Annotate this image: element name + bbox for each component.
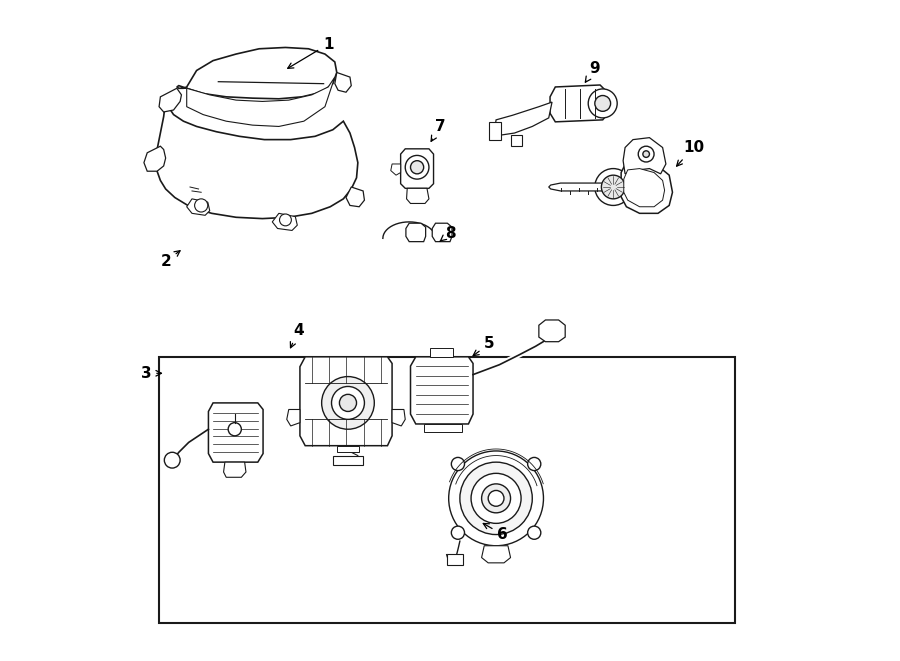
Circle shape [527,457,541,471]
Bar [159,357,735,623]
Circle shape [638,146,654,162]
Polygon shape [432,223,452,242]
Circle shape [601,175,626,199]
Circle shape [595,96,610,111]
Circle shape [451,457,464,471]
Text: 8: 8 [440,225,455,241]
Circle shape [405,155,429,179]
Polygon shape [424,424,462,432]
Circle shape [280,214,292,226]
Polygon shape [186,199,210,215]
Polygon shape [273,214,297,231]
Polygon shape [623,137,666,174]
Circle shape [451,526,464,539]
Polygon shape [400,149,434,188]
Circle shape [595,169,632,206]
Polygon shape [335,73,351,93]
Polygon shape [155,100,358,219]
Text: 2: 2 [160,251,180,269]
Polygon shape [300,357,392,446]
Text: 4: 4 [291,323,304,348]
Polygon shape [346,187,365,207]
Text: 3: 3 [140,366,161,381]
Polygon shape [550,85,609,122]
Polygon shape [391,164,401,175]
Polygon shape [144,146,166,171]
Polygon shape [176,48,337,98]
Polygon shape [510,135,522,146]
Circle shape [589,89,617,118]
Polygon shape [430,348,454,357]
Circle shape [339,395,356,411]
Polygon shape [406,223,426,242]
Polygon shape [392,409,405,426]
Polygon shape [186,77,335,126]
Polygon shape [549,183,610,191]
Circle shape [460,462,532,535]
Polygon shape [539,320,565,342]
Polygon shape [410,357,473,424]
Polygon shape [209,403,263,462]
Polygon shape [223,462,246,477]
Circle shape [194,199,208,212]
Polygon shape [495,102,552,135]
Circle shape [471,473,521,524]
Polygon shape [446,555,464,565]
Circle shape [229,422,241,436]
Text: 7: 7 [431,119,446,141]
Circle shape [165,452,180,468]
Polygon shape [621,161,672,214]
Text: 1: 1 [288,36,334,68]
Circle shape [643,151,650,157]
Circle shape [449,451,544,546]
Polygon shape [159,89,182,112]
Text: 6: 6 [483,524,508,542]
Circle shape [488,490,504,506]
Circle shape [410,161,424,174]
Polygon shape [482,546,510,563]
Polygon shape [287,409,300,426]
Polygon shape [337,446,359,452]
Text: 5: 5 [473,336,495,356]
Text: 9: 9 [585,61,600,82]
Polygon shape [490,122,501,139]
Circle shape [482,484,510,513]
Text: 10: 10 [677,140,704,166]
Circle shape [527,526,541,539]
Circle shape [321,377,374,429]
Polygon shape [407,188,429,204]
Polygon shape [624,169,664,207]
Polygon shape [333,455,363,465]
Circle shape [331,387,364,419]
